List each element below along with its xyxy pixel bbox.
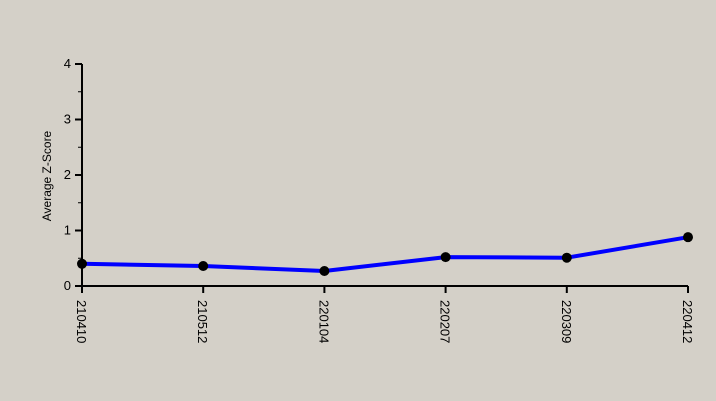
x-tick-label: 220412	[680, 300, 695, 343]
data-point	[683, 232, 693, 243]
data-point	[198, 261, 209, 272]
y-axis-ticks: 0 1 2 3 4	[64, 56, 82, 293]
series-layer	[77, 232, 693, 277]
y-tick-label: 3	[64, 112, 71, 127]
data-point	[440, 252, 451, 263]
y-tick-label: 0	[64, 278, 71, 293]
data-point	[561, 252, 572, 263]
y-axis-title: Average Z-Score	[40, 130, 54, 221]
y-tick-label: 4	[64, 56, 71, 71]
x-tick-label: 220104	[316, 300, 331, 343]
data-point	[319, 266, 330, 277]
x-tick-label: 220207	[438, 300, 453, 343]
series-line	[80, 235, 690, 274]
x-tick-label: 210512	[195, 300, 210, 343]
y-tick-label: 1	[64, 223, 71, 238]
x-tick-label: 220309	[559, 300, 574, 343]
x-tick-label: 210410	[74, 300, 89, 343]
data-point	[77, 258, 87, 269]
x-axis-ticks: 210410 210512 220104 220207 220309 220412	[74, 286, 695, 343]
y-tick-label: 2	[64, 167, 71, 182]
